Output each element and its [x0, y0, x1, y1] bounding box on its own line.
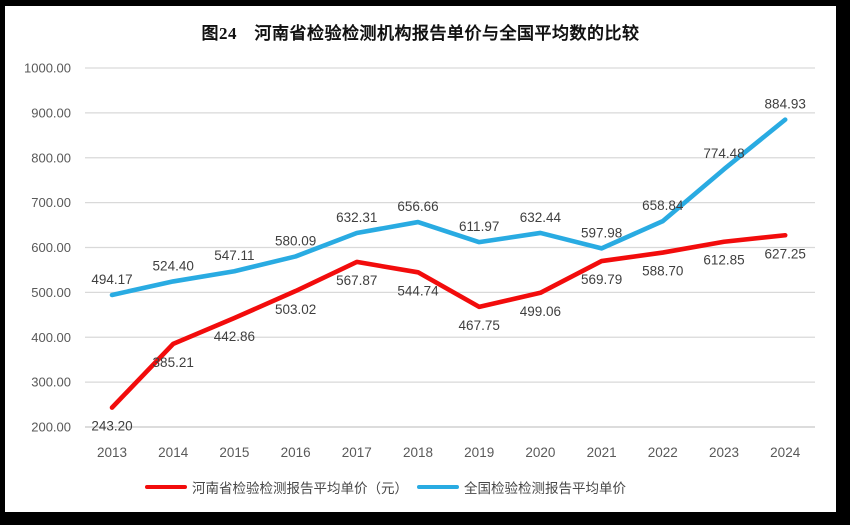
data-label: 580.09 [275, 233, 316, 248]
data-label: 569.79 [581, 272, 622, 287]
x-axis-tick-label: 2014 [158, 445, 189, 460]
legend-swatch-henan [145, 484, 187, 490]
x-axis-labels: 2013 2014 2015 2016 2017 2018 2019 2020 2021 2022… [97, 445, 801, 460]
legend-label-henan: 河南省检验检测报告平均单价（元） [192, 481, 408, 496]
x-axis-tick-label: 2021 [587, 445, 617, 460]
y-axis-tick-label: 300.00 [31, 375, 71, 390]
y-axis-tick-label: 800.00 [31, 150, 71, 165]
y-axis-tick-label: 400.00 [31, 330, 71, 345]
data-label: 499.06 [520, 304, 561, 319]
gridlines: 1000.00 900.00 800.00 700.00 600.00 500.00 400… [24, 61, 815, 435]
y-axis-tick-label: 200.00 [31, 420, 71, 435]
x-axis-tick-label: 2023 [709, 445, 739, 460]
data-label: 567.87 [336, 273, 377, 288]
data-label: 632.44 [520, 210, 562, 225]
data-label: 627.25 [765, 246, 806, 261]
data-labels-series-0: 243.20 385.21 442.86 503.02 567.87 544.74 467.… [91, 246, 805, 433]
data-label: 632.31 [336, 210, 377, 225]
chart-legend: 河南省检验检测报告平均单价（元） 全国检验检测报告平均单价 [5, 477, 801, 497]
data-label: 503.02 [275, 302, 316, 317]
y-axis-tick-label: 500.00 [31, 285, 71, 300]
legend-label-national: 全国检验检测报告平均单价 [464, 481, 626, 496]
x-axis-tick-label: 2022 [648, 445, 678, 460]
data-label: 385.21 [153, 355, 194, 370]
data-label: 467.75 [459, 318, 500, 333]
x-axis-tick-label: 2024 [770, 445, 801, 460]
data-label: 658.84 [642, 198, 684, 213]
y-axis-tick-label: 900.00 [31, 105, 71, 120]
data-label: 243.20 [91, 419, 132, 434]
legend-item-national: 全国检验检测报告平均单价 [417, 477, 626, 497]
y-axis-tick-label: 600.00 [31, 240, 71, 255]
x-axis-tick-label: 2013 [97, 445, 127, 460]
y-axis-tick-label: 1000.00 [24, 61, 71, 76]
data-label: 494.17 [91, 272, 132, 287]
data-label: 884.93 [765, 97, 806, 112]
data-label: 547.11 [214, 248, 254, 263]
data-label: 611.97 [459, 219, 499, 234]
x-axis-tick-label: 2020 [525, 445, 555, 460]
data-label: 612.85 [703, 253, 744, 268]
series-line-0 [109, 232, 788, 410]
data-labels-series-1: 494.17 524.40 547.11 580.09 632.31 656.66 611.… [91, 97, 805, 287]
data-label: 656.66 [397, 199, 438, 214]
y-axis-tick-label: 700.00 [31, 195, 71, 210]
x-axis-tick-label: 2018 [403, 445, 433, 460]
chart-area: 图24 河南省检验检测机构报告单价与全国平均数的比较 1000.00 900.00… [5, 6, 836, 512]
line-chart-plot: 1000.00 900.00 800.00 700.00 600.00 500.00 400… [24, 61, 815, 460]
data-label: 597.98 [581, 225, 622, 240]
x-axis-tick-label: 2019 [464, 445, 494, 460]
data-label: 544.74 [397, 283, 439, 298]
x-axis-tick-label: 2015 [219, 445, 249, 460]
data-label: 774.48 [703, 146, 744, 161]
data-label: 588.70 [642, 264, 683, 279]
data-label: 442.86 [214, 329, 255, 344]
chart-title: 图24 河南省检验检测机构报告单价与全国平均数的比较 [201, 24, 640, 43]
legend-swatch-national [417, 484, 459, 490]
series-line-1 [109, 117, 788, 298]
legend-item-henan: 河南省检验检测报告平均单价（元） [145, 477, 408, 497]
x-axis-tick-label: 2016 [281, 445, 311, 460]
data-label: 524.40 [153, 258, 194, 273]
x-axis-tick-label: 2017 [342, 445, 372, 460]
